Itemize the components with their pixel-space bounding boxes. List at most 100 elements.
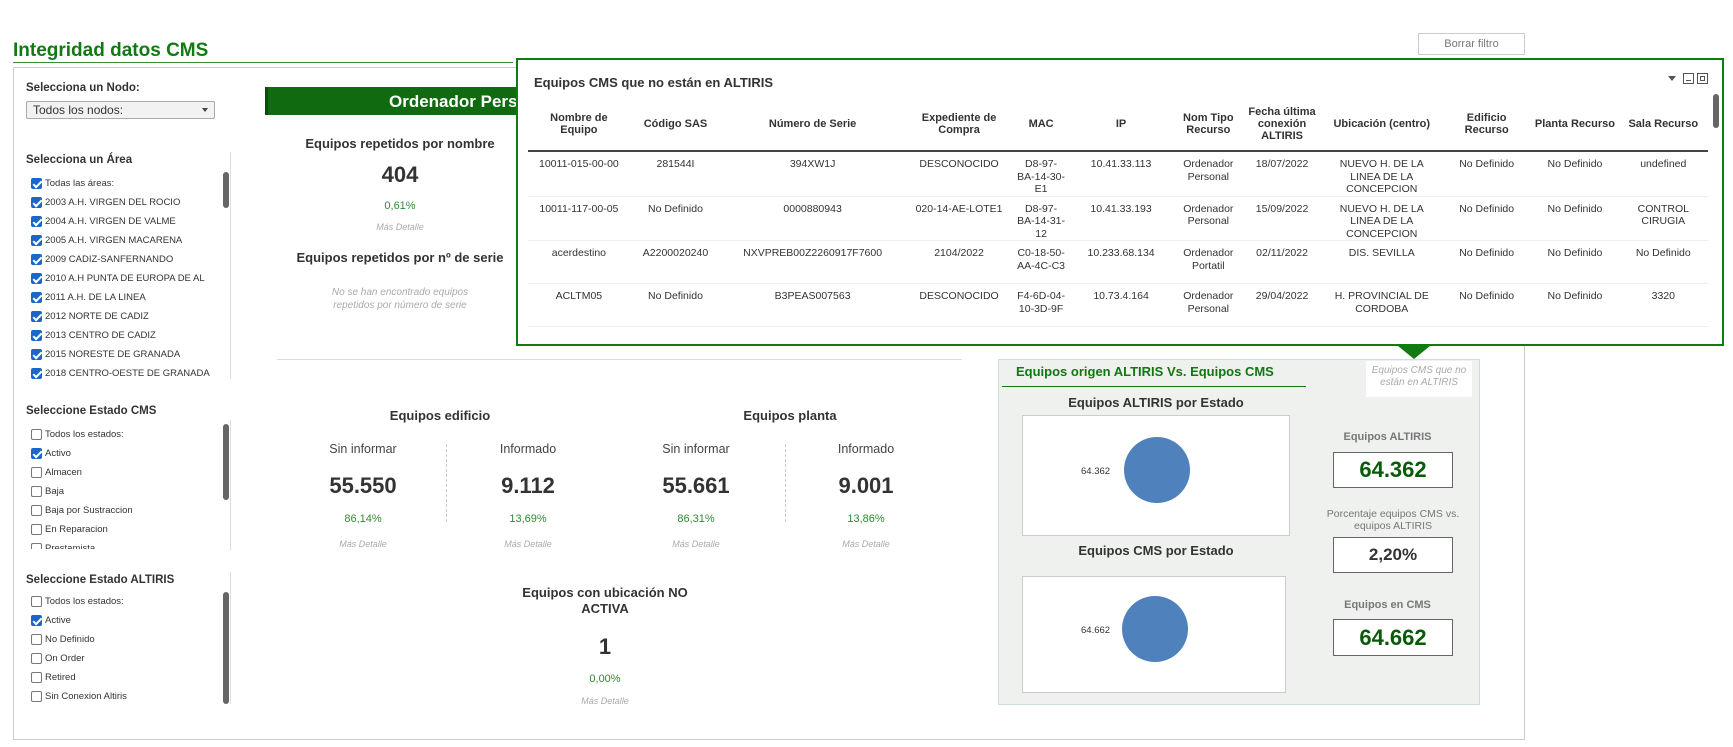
filter-option[interactable]: Baja por Sustraccion (31, 501, 221, 520)
filter-option-label: Todos los estados: (45, 596, 124, 607)
column-header[interactable]: Planta Recurso (1531, 98, 1619, 152)
filter-option[interactable]: 2004 A.H. VIRGEN DE VALME (31, 212, 221, 231)
column-header[interactable]: Código SAS (629, 98, 722, 152)
filter-option[interactable]: 2009 CADIZ-SANFERNANDO (31, 250, 221, 269)
minimize-icon[interactable] (1683, 73, 1694, 84)
checkbox-icon[interactable] (31, 543, 42, 549)
table-cell: H. PROVINCIAL DE CORDOBA (1321, 283, 1442, 327)
table-cell: 0000880943 (721, 196, 904, 241)
checkbox-icon[interactable] (31, 596, 42, 607)
filter-option[interactable]: Almacen (31, 463, 221, 482)
table-cell: NUEVO H. DE LA LINEA DE LA CONCEPCION (1321, 196, 1442, 241)
clear-filter-button[interactable]: Borrar filtro (1418, 33, 1525, 55)
checkbox-checked-icon[interactable] (31, 235, 42, 246)
dup-name-more-link[interactable]: Más Detalle (376, 222, 424, 232)
cms-not-in-altiris-link[interactable]: Equipos CMS que no están en ALTIRIS (1366, 361, 1472, 397)
planta-sin-value[interactable]: 55.661 (662, 473, 730, 498)
table-cell: 10.233.68.134 (1068, 240, 1175, 284)
filter-option[interactable]: 2005 A.H. VIRGEN MACARENA (31, 231, 221, 250)
filter-option[interactable]: 2003 A.H. VIRGEN DEL ROCIO (31, 193, 221, 212)
checkbox-icon[interactable] (31, 429, 42, 440)
filter-option[interactable]: Todas las áreas: (31, 174, 221, 193)
no-activa-title: Equipos con ubicación NO ACTIVA (522, 585, 688, 616)
filter-option[interactable]: Todos los estados: (31, 425, 221, 444)
section-divider (277, 359, 962, 360)
checkbox-icon[interactable] (31, 634, 42, 645)
planta-inf-more-link[interactable]: Más Detalle (842, 539, 890, 549)
filter-option[interactable]: Sin Conexion Altiris (31, 687, 221, 706)
planta-inf-value[interactable]: 9.001 (838, 473, 894, 498)
checkbox-checked-icon[interactable] (31, 330, 42, 341)
filter-option[interactable]: En Reparacion (31, 520, 221, 539)
filter-option[interactable]: 2011 A.H. DE LA LINEA (31, 288, 221, 307)
filter-option[interactable]: Prestamista (31, 539, 221, 549)
maximize-icon[interactable] (1697, 73, 1708, 84)
edificio-inf-more-link[interactable]: Más Detalle (504, 539, 552, 549)
column-header[interactable]: MAC (1014, 98, 1069, 152)
checkbox-icon[interactable] (31, 486, 42, 497)
edificio-sin-value[interactable]: 55.550 (329, 473, 397, 498)
altiris-state-filter-label: Seleccione Estado ALTIRIS (26, 574, 175, 586)
column-header[interactable]: Número de Serie (721, 98, 904, 152)
edificio-sin-more-link[interactable]: Más Detalle (339, 539, 387, 549)
checkbox-icon[interactable] (31, 653, 42, 664)
filter-option[interactable]: 2015 NORESTE DE GRANADA (31, 345, 221, 364)
node-select[interactable]: Todos los nodos: (26, 101, 215, 119)
checkbox-icon[interactable] (31, 691, 42, 702)
altiris-state-scrollbar[interactable] (223, 592, 229, 704)
checkbox-checked-icon[interactable] (31, 368, 42, 379)
filter-option[interactable]: Baja (31, 482, 221, 501)
checkbox-checked-icon[interactable] (31, 349, 42, 360)
column-header[interactable]: Expediente de Compra (904, 98, 1015, 152)
cms-pie-slice[interactable] (1122, 596, 1188, 662)
table-row[interactable]: acerdestino A2200020240 NXVPREB00Z2260917F… (528, 240, 1708, 284)
checkbox-checked-icon[interactable] (31, 448, 42, 459)
checkbox-checked-icon[interactable] (31, 216, 42, 227)
checkbox-checked-icon[interactable] (31, 273, 42, 284)
checkbox-icon[interactable] (31, 505, 42, 516)
no-activa-value[interactable]: 1 (598, 634, 612, 659)
checkbox-checked-icon[interactable] (31, 197, 42, 208)
checkbox-checked-icon[interactable] (31, 292, 42, 303)
table-row[interactable]: 10011-117-00-05 No Definido 0000880943 020-… (528, 196, 1708, 241)
column-header[interactable]: Nom Tipo Recurso (1174, 98, 1243, 152)
filter-option[interactable]: Retired (31, 668, 221, 687)
filter-option[interactable]: 2018 CENTRO-OESTE DE GRANADA (31, 364, 221, 379)
popup-scrollbar[interactable] (1713, 94, 1719, 128)
checkbox-icon[interactable] (31, 524, 42, 535)
area-scrollbar[interactable] (223, 172, 229, 208)
filter-option[interactable]: 2013 CENTRO DE CADIZ (31, 326, 221, 345)
altiris-pie-slice[interactable] (1124, 437, 1190, 503)
filter-option[interactable]: On Order (31, 649, 221, 668)
checkbox-checked-icon[interactable] (31, 254, 42, 265)
checkbox-checked-icon[interactable] (31, 178, 42, 189)
filter-option[interactable]: Active (31, 611, 221, 630)
planta-sin-more-link[interactable]: Más Detalle (672, 539, 720, 549)
no-activa-more-link[interactable]: Más Detalle (581, 696, 629, 706)
table-cell: No Definido (1442, 240, 1532, 284)
column-header[interactable]: Edificio Recurso (1442, 98, 1532, 152)
column-header[interactable]: Ubicación (centro) (1321, 98, 1442, 152)
table-row[interactable]: 10011-015-00-00 281544I 394XW1J DESCONOCIDO… (528, 151, 1708, 197)
dup-name-value[interactable]: 404 (381, 162, 419, 187)
table-cell: 15/09/2022 (1242, 196, 1322, 241)
filter-option[interactable]: Activo (31, 444, 221, 463)
dropdown-arrow-icon[interactable] (1668, 76, 1676, 81)
checkbox-icon[interactable] (31, 467, 42, 478)
checkbox-icon[interactable] (31, 672, 42, 683)
checkbox-checked-icon[interactable] (31, 311, 42, 322)
cms-state-scrollbar[interactable] (223, 424, 229, 500)
filter-option[interactable]: Todos los estados: (31, 592, 221, 611)
column-header[interactable]: Sala Recurso (1618, 98, 1708, 152)
table-row[interactable]: ACLTM05 No Definido B3PEAS007563 DESCONOCID… (528, 283, 1708, 327)
filter-option[interactable]: 2010 A.H PUNTA DE EUROPA DE AL (31, 269, 221, 288)
filter-option[interactable]: No Definido (31, 630, 221, 649)
edificio-inf-value[interactable]: 9.112 (501, 473, 555, 498)
column-header[interactable]: IP (1068, 98, 1175, 152)
column-header[interactable]: Fecha última conexión ALTIRIS (1242, 98, 1322, 152)
checkbox-checked-icon[interactable] (31, 615, 42, 626)
dup-name-title: Equipos repetidos por nombre (305, 136, 495, 151)
filter-option[interactable]: 2012 NORTE DE CADIZ (31, 307, 221, 326)
cms-chart-title: Equipos CMS por Estado (1078, 543, 1234, 558)
column-header[interactable]: Nombre de Equipo (528, 98, 630, 152)
